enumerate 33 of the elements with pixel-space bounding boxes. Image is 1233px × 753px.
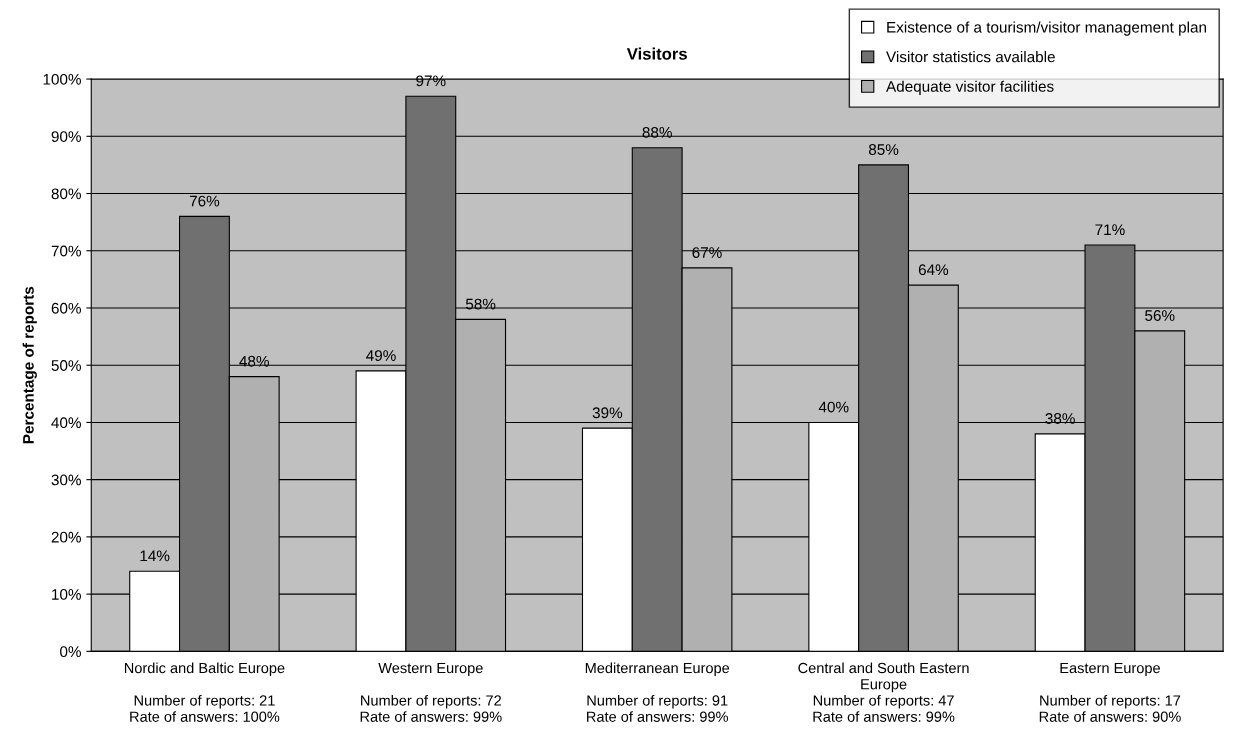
data-label: 76%: [189, 195, 220, 207]
legend-label: Adequate visitor facilities: [886, 80, 1054, 95]
y-tick-label: 60%: [51, 302, 81, 314]
y-tick-label: 20%: [51, 531, 81, 543]
legend-label: Visitor statistics available: [886, 51, 1055, 63]
data-label: 49%: [366, 350, 396, 361]
y-tick-label: 40%: [51, 417, 81, 429]
data-label: 39%: [592, 407, 623, 419]
category-label: Nordic and Baltic Europe Number of reports: 21 Rate of answers: 100%: [124, 662, 285, 722]
data-label: 71%: [1095, 224, 1125, 235]
y-tick-label: 10%: [52, 588, 81, 600]
data-label: 56%: [1145, 310, 1175, 321]
data-label: 58%: [465, 298, 496, 310]
category-label: Mediterranean Europe Number of reports: 91 Rate of answers: 99%: [585, 662, 730, 722]
y-tick-label: 100%: [43, 73, 81, 85]
category-label: Western Europe Number of reports: 72 Rate of answers: 99%: [360, 662, 502, 722]
y-tick-label: 80%: [51, 188, 81, 200]
data-label: 85%: [868, 144, 899, 155]
data-label: 14%: [140, 550, 170, 562]
data-label: 88%: [642, 126, 672, 138]
y-tick-label: 0%: [60, 646, 81, 658]
y-tick-label: 30%: [51, 474, 81, 486]
y-tick-label: 90%: [51, 131, 81, 142]
data-label: 64%: [918, 264, 949, 276]
y-tick-label: 50%: [51, 360, 81, 371]
chart-title: Visitors: [626, 47, 687, 60]
data-label: 40%: [818, 401, 849, 413]
category-label: Eastern Europe Number of reports: 17 Rate of answers: 90%: [1039, 662, 1181, 722]
y-axis-title: Percentage of reports: [22, 286, 37, 444]
legend-label: Existence of a tourism/visitor management plan: [887, 21, 1206, 36]
y-tick-label: 70%: [51, 245, 81, 257]
x-tick-label: Central and South Eastern Europe Number of reports: 47 Rate of answers: 99%: [798, 662, 969, 722]
data-label: 48%: [239, 355, 269, 367]
